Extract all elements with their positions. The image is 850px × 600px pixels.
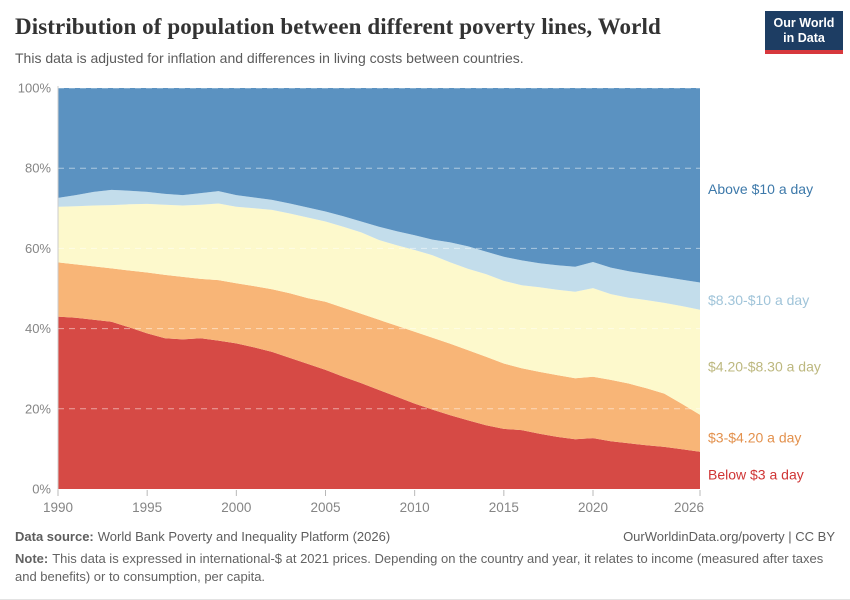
owid-logo-line2: in Data [783, 31, 825, 45]
y-tick-label-20: 20% [25, 401, 51, 416]
x-tick-label-2020: 2020 [578, 500, 608, 515]
area-band-3-4-20-a-day[interactable] [58, 262, 700, 452]
x-tick-label-2000: 2000 [221, 500, 251, 515]
data-source-value: World Bank Poverty and Inequality Platfo… [97, 529, 391, 544]
legend-label-8-30-10-a-day[interactable]: $8.30-$10 a day [708, 292, 809, 308]
area-band-below-3-a-day[interactable] [58, 316, 700, 489]
legend-label-4-20-8-30-a-day[interactable]: $4.20-$8.30 a day [708, 358, 821, 374]
x-tick-label-2010: 2010 [400, 500, 430, 515]
y-tick-label-80: 80% [25, 161, 51, 176]
chart-subtitle: This data is adjusted for inflation and … [15, 50, 524, 66]
x-tick-label-1995: 1995 [132, 500, 162, 515]
x-tick-label-2015: 2015 [489, 500, 519, 515]
x-tick-label-2005: 2005 [310, 500, 340, 515]
chart-title: Distribution of population between diffe… [15, 14, 661, 39]
owid-logo-line1: Our World [773, 16, 835, 30]
data-source-label: Data source: [15, 529, 94, 544]
area-band-8-30-10-a-day[interactable] [58, 189, 700, 310]
x-tick-label-1990: 1990 [43, 500, 73, 515]
owid-logo: Our World in Data [765, 11, 843, 54]
y-tick-label-100: 100% [18, 81, 52, 96]
legend-label-below-3-a-day[interactable]: Below $3 a day [708, 466, 804, 482]
legend-label-above-10-a-day[interactable]: Above $10 a day [708, 181, 813, 197]
y-tick-label-0: 0% [32, 482, 51, 497]
chart-note: Note: This data is expressed in internati… [15, 550, 835, 587]
y-tick-label-60: 60% [25, 241, 51, 256]
note-value: This data is expressed in international-… [15, 551, 824, 585]
y-tick-label-40: 40% [25, 321, 51, 336]
data-source: Data source: World Bank Poverty and Inequ… [15, 529, 390, 544]
area-band-above-10-a-day[interactable] [58, 88, 700, 283]
note-label: Note: [15, 551, 49, 566]
stacked-area-chart: Below $3 a day $3-$4.20 a day $4.20-$8.30 … [18, 81, 821, 516]
owid-license-link[interactable]: OurWorldinData.org/poverty | CC BY [623, 529, 835, 544]
chart-footer: Data source: World Bank Poverty and Inequ… [15, 529, 835, 587]
legend-label-3-4-20-a-day[interactable]: $3-$4.20 a day [708, 429, 801, 445]
area-band-4-20-8-30-a-day[interactable] [58, 203, 700, 415]
x-tick-label-2026: 2026 [674, 500, 704, 515]
